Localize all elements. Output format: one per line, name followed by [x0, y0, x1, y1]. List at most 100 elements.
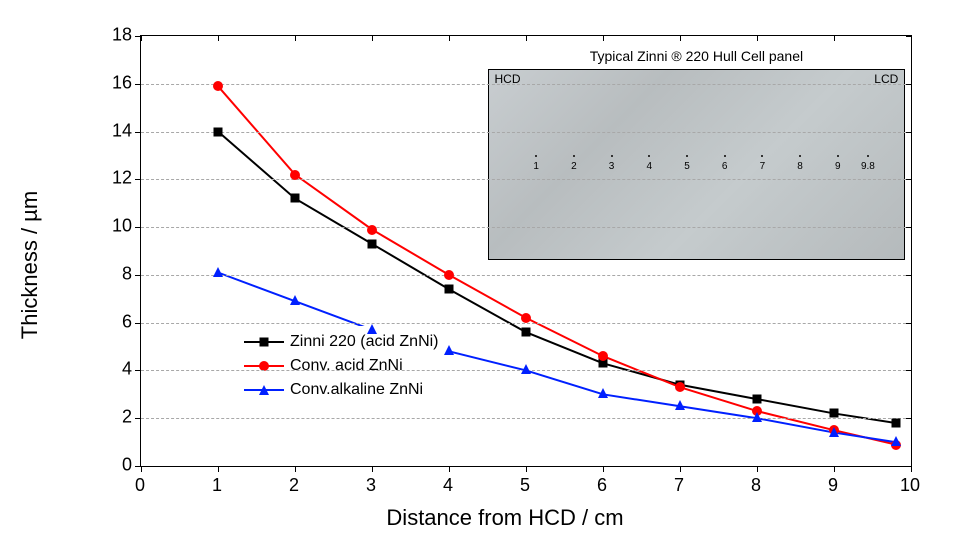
data-marker [675, 400, 685, 410]
x-tick-label: 9 [828, 475, 838, 496]
data-marker [290, 170, 300, 180]
x-tick-label: 0 [135, 475, 145, 496]
inset-num: 9.8 [861, 161, 875, 172]
data-marker [521, 364, 531, 374]
y-tick-label: 16 [82, 72, 132, 93]
inset-num: 1 [533, 161, 539, 172]
legend-label: Conv.alkaline ZnNi [290, 381, 423, 399]
inset-dot [535, 155, 537, 157]
inset-dot [648, 155, 650, 157]
inset-num: 2 [571, 161, 577, 172]
x-tick [680, 36, 681, 41]
x-tick [141, 466, 142, 472]
y-tick-label: 2 [82, 407, 132, 428]
y-tick [135, 418, 141, 419]
x-tick-label: 4 [443, 475, 453, 496]
data-marker [290, 295, 300, 305]
x-tick-label: 3 [366, 475, 376, 496]
y-tick-label: 10 [82, 216, 132, 237]
y-tick-label: 0 [82, 455, 132, 476]
x-tick-label: 6 [597, 475, 607, 496]
gridline [141, 275, 911, 276]
data-marker [444, 270, 454, 280]
x-tick [834, 466, 835, 472]
data-marker [891, 419, 900, 428]
legend-row: Zinni 220 (acid ZnNi) [244, 330, 439, 354]
x-axis-label: Distance from HCD / cm [70, 505, 940, 531]
inset-num: 4 [646, 161, 652, 172]
x-tick [757, 466, 758, 472]
data-marker [445, 285, 454, 294]
gridline [141, 84, 911, 85]
y-tick [135, 84, 141, 85]
y-tick [906, 132, 911, 133]
y-tick-label: 14 [82, 120, 132, 141]
data-marker [213, 81, 223, 91]
y-tick-label: 18 [82, 25, 132, 46]
x-tick [526, 36, 527, 41]
x-tick [757, 36, 758, 41]
y-tick-label: 6 [82, 311, 132, 332]
inset-dot [724, 155, 726, 157]
legend-label: Zinni 220 (acid ZnNi) [290, 333, 439, 351]
inset-title: Typical Zinni ® 220 Hull Cell panel [489, 46, 905, 66]
x-tick [911, 36, 912, 41]
y-tick [135, 227, 141, 228]
gridline [141, 418, 911, 419]
gridline [141, 179, 911, 180]
x-tick [218, 36, 219, 41]
hull-cell-inset: Typical Zinni ® 220 Hull Cell panel HCD … [488, 69, 906, 260]
y-tick [135, 370, 141, 371]
gridline [141, 132, 911, 133]
y-tick-label: 4 [82, 359, 132, 380]
data-marker [367, 324, 377, 334]
y-tick [906, 418, 911, 419]
data-marker [291, 194, 300, 203]
inset-dot [867, 155, 869, 157]
legend-row: Conv. acid ZnNi [244, 354, 439, 378]
chart-container: Thickness / µm Typical Zinni ® 220 Hull … [70, 20, 940, 510]
x-tick [911, 466, 912, 472]
inset-num: 5 [684, 161, 690, 172]
legend-swatch [244, 332, 284, 352]
data-marker [891, 436, 901, 446]
data-marker [521, 313, 531, 323]
data-marker [675, 382, 685, 392]
data-marker [829, 427, 839, 437]
x-tick [603, 466, 604, 472]
data-marker [367, 225, 377, 235]
y-tick [135, 323, 141, 324]
x-tick [295, 466, 296, 472]
inset-num: 6 [722, 161, 728, 172]
y-tick-label: 8 [82, 263, 132, 284]
legend: Zinni 220 (acid ZnNi) Conv. acid ZnNi Conv… [236, 326, 447, 406]
data-marker [830, 409, 839, 418]
inset-num: 8 [797, 161, 803, 172]
data-marker [214, 127, 223, 136]
x-tick-label: 2 [289, 475, 299, 496]
y-tick [135, 275, 141, 276]
data-marker [752, 412, 762, 422]
legend-swatch [244, 380, 284, 400]
inset-num: 7 [760, 161, 766, 172]
x-tick [449, 466, 450, 472]
y-tick-label: 12 [82, 168, 132, 189]
x-tick [218, 466, 219, 472]
data-marker [522, 328, 531, 337]
x-tick-label: 8 [751, 475, 761, 496]
legend-row: Conv.alkaline ZnNi [244, 378, 439, 402]
legend-label: Conv. acid ZnNi [290, 357, 403, 375]
inset-dot [799, 155, 801, 157]
x-tick [603, 36, 604, 41]
legend-swatch [244, 356, 284, 376]
y-axis-label: Thickness / µm [17, 191, 43, 339]
inset-dot [611, 155, 613, 157]
inset-dot [837, 155, 839, 157]
y-tick [135, 179, 141, 180]
inset-num: 9 [835, 161, 841, 172]
y-tick [906, 84, 911, 85]
inset-num: 3 [609, 161, 615, 172]
inset-dot [573, 155, 575, 157]
x-tick-label: 10 [900, 475, 920, 496]
plot-area: Typical Zinni ® 220 Hull Cell panel HCD … [140, 35, 912, 467]
